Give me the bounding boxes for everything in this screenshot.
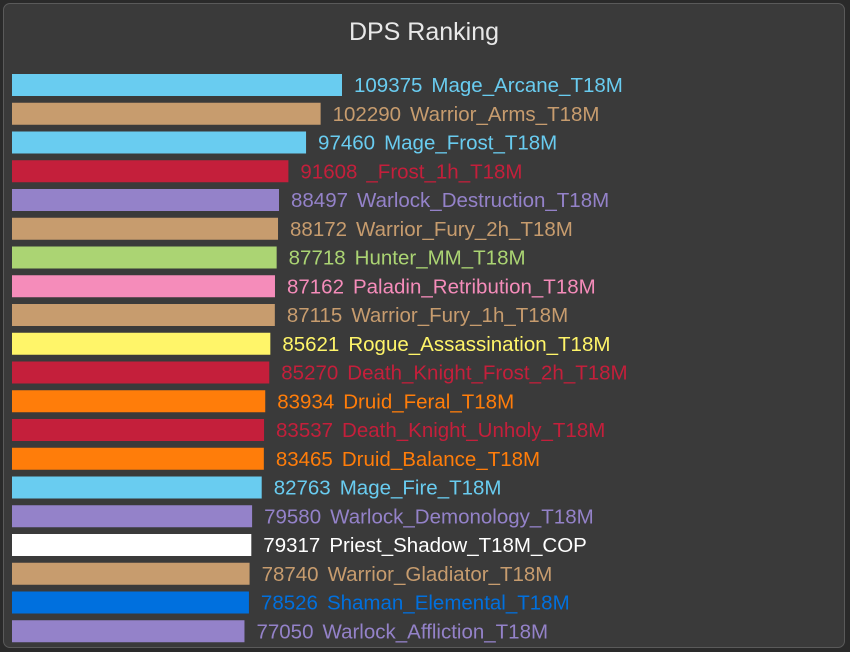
bar-name-label: Shaman_Elemental_T18M [327, 592, 570, 615]
bar-18 [12, 562, 250, 585]
bar-label-3: 97460 Mage_Frost_T18M [318, 132, 557, 155]
bar-20 [12, 620, 245, 643]
bar-name-label: Priest_Shadow_T18M_COP [329, 534, 587, 557]
bar-label-12: 83934 Druid_Feral_T18M [277, 390, 514, 413]
bar-name-label: Paladin_Retribution_T18M [353, 275, 596, 298]
bar-name-label: Warrior_Gladiator_T18M [328, 563, 553, 586]
bar-name-label: Death_Knight_Frost_2h_T18M [347, 362, 627, 385]
bar-label-16: 79580 Warlock_Demonology_T18M [264, 505, 594, 528]
bar-7 [12, 246, 277, 269]
bar-name-label: Hunter_MM_T18M [355, 247, 526, 270]
bar-15 [12, 476, 262, 499]
bar-2 [12, 102, 321, 125]
bar-label-18: 78740 Warrior_Gladiator_T18M [262, 563, 553, 586]
bar-value-label: 87718 [289, 247, 346, 270]
bar-name-label: Mage_Frost_T18M [384, 132, 557, 155]
bar-4 [12, 160, 289, 183]
bar-label-20: 77050 Warlock_Affliction_T18M [256, 620, 548, 643]
bar-value-label: 78740 [262, 563, 319, 586]
bar-1 [12, 74, 342, 96]
bar-value-label: 85270 [281, 362, 338, 385]
bar-19 [12, 591, 249, 614]
bar-label-19: 78526 Shaman_Elemental_T18M [261, 592, 570, 615]
bar-8 [12, 275, 275, 298]
bar-11 [12, 361, 270, 384]
bar-label-15: 82763 Mage_Fire_T18M [274, 477, 502, 500]
bar-value-label: 85621 [282, 333, 339, 356]
bar-value-label: 102290 [333, 103, 401, 126]
bar-5 [12, 189, 280, 211]
bar-label-8: 87162 Paladin_Retribution_T18M [287, 275, 596, 298]
bar-label-5: 88497 Warlock_Destruction_T18M [291, 189, 609, 212]
bar-name-label: Warrior_Fury_2h_T18M [356, 218, 573, 241]
bar-value-label: 109375 [354, 74, 422, 97]
bar-name-label: Druid_Feral_T18M [343, 390, 514, 413]
bar-name-label: Warlock_Affliction_T18M [322, 620, 548, 643]
bar-12 [12, 390, 266, 413]
bar-3 [12, 131, 307, 154]
bar-value-label: 82763 [274, 477, 331, 500]
bar-name-label: Warlock_Demonology_T18M [330, 505, 594, 528]
bar-label-11: 85270 Death_Knight_Frost_2h_T18M [281, 362, 627, 385]
bar-label-6: 88172 Warrior_Fury_2h_T18M [290, 218, 573, 241]
bar-label-9: 87115 Warrior_Fury_1h_T18M [287, 304, 568, 327]
bar-value-label: 88497 [291, 189, 348, 212]
bar-name-label: Rogue_Assassination_T18M [348, 333, 610, 356]
bar-9 [12, 304, 275, 326]
bar-label-4: 91608 _Frost_1h_T18M [300, 160, 522, 183]
bar-label-13: 83537 Death_Knight_Unholy_T18M [276, 419, 605, 442]
bar-chart: 109375 Mage_Arcane_T18M 102290 Warrior_Arms… [12, 74, 628, 643]
bar-value-label: 79580 [264, 505, 321, 528]
bar-value-label: 77050 [256, 620, 313, 643]
bar-value-label: 87162 [287, 275, 344, 298]
bar-16 [12, 505, 253, 528]
bar-value-label: 83537 [276, 419, 333, 442]
bar-label-17: 79317 Priest_Shadow_T18M_COP [263, 534, 587, 557]
bar-label-2: 102290 Warrior_Arms_T18M [333, 103, 600, 126]
chart-title: DPS Ranking [348, 18, 500, 46]
bar-value-label: 83465 [276, 448, 333, 471]
bar-value-label: 87115 [287, 304, 342, 327]
bar-label-10: 85621 Rogue_Assassination_T18M [282, 333, 610, 356]
bar-name-label: Mage_Fire_T18M [340, 477, 502, 500]
bar-13 [12, 419, 265, 441]
bar-6 [12, 217, 279, 240]
chart-panel: DPS Ranking 109375 Mage_Arcane_T18M 102290… [3, 3, 845, 648]
bar-name-label: Warlock_Destruction_T18M [357, 189, 609, 212]
bar-value-label: 79317 [263, 534, 320, 557]
bar-value-label: 83934 [277, 390, 334, 413]
bar-value-label: 88172 [290, 218, 347, 241]
bar-name-label: Warrior_Arms_T18M [410, 103, 599, 126]
bar-value-label: 78526 [261, 592, 318, 615]
bar-label-14: 83465 Druid_Balance_T18M [276, 448, 540, 471]
bar-value-label: 91608 [300, 160, 357, 183]
bar-label-1: 109375 Mage_Arcane_T18M [354, 74, 623, 97]
bar-name-label: Warrior_Fury_1h_T18M [351, 304, 568, 327]
bar-value-label: 97460 [318, 132, 375, 155]
bar-label-7: 87718 Hunter_MM_T18M [289, 247, 526, 270]
bar-10 [12, 332, 271, 355]
bar-name-label: Mage_Arcane_T18M [431, 74, 622, 97]
bar-14 [12, 447, 264, 470]
bar-name-label: _Frost_1h_T18M [365, 160, 522, 183]
bar-name-label: Druid_Balance_T18M [342, 448, 540, 471]
bar-17 [12, 534, 252, 556]
bar-name-label: Death_Knight_Unholy_T18M [342, 419, 605, 442]
